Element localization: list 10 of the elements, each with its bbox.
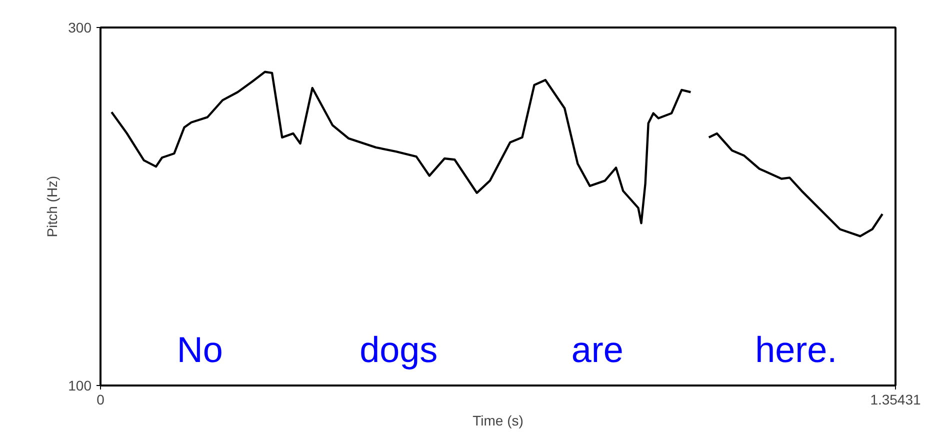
- x-tick-label: 0: [96, 392, 105, 408]
- x-tick-label: 1.35431: [870, 392, 922, 408]
- y-tick-label: 300: [68, 20, 92, 36]
- y-axis-title: Pitch (Hz): [44, 176, 60, 238]
- annotation: No: [176, 329, 223, 370]
- annotation: here.: [755, 329, 838, 370]
- y-tick-label: 100: [68, 378, 92, 394]
- annotation: are: [571, 329, 624, 370]
- x-axis-title: Time (s): [472, 412, 524, 428]
- annotation: dogs: [360, 329, 438, 370]
